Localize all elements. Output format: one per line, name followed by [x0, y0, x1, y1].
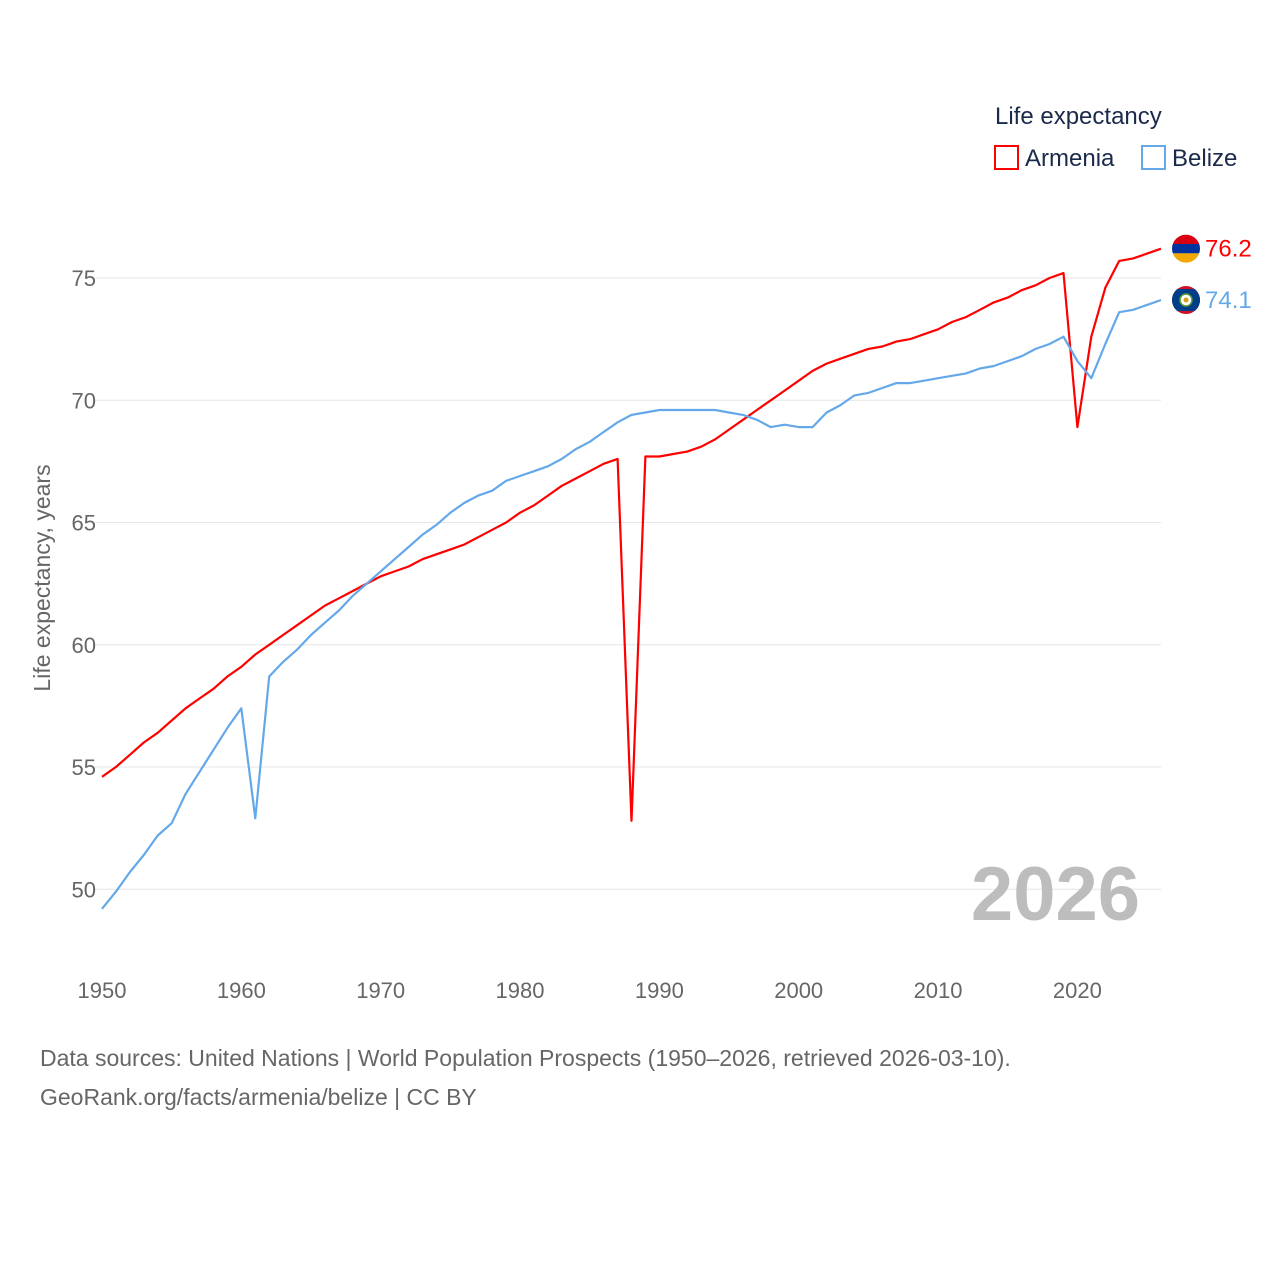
current-year-watermark: 2026: [971, 852, 1140, 937]
legend: Life expectancy Armenia Belize: [994, 103, 1237, 172]
x-axis-ticks: 1950 1960 1970 1980 1990 2000 2010 2020: [78, 978, 1102, 1003]
legend-label-belize: Belize: [1172, 145, 1237, 172]
y-tick-label: 75: [72, 266, 96, 291]
flag-belize-icon: [1172, 286, 1200, 315]
y-tick-label: 70: [72, 388, 96, 413]
end-value-label-belize: 74.1: [1205, 287, 1252, 314]
legend-item-armenia[interactable]: Armenia: [994, 145, 1115, 172]
x-tick-label: 1980: [496, 978, 545, 1003]
x-tick-label: 1950: [78, 978, 127, 1003]
y-tick-label: 50: [72, 877, 96, 902]
flag-armenia-icon: [1172, 234, 1200, 263]
x-tick-label: 2000: [774, 978, 823, 1003]
end-labels: 76.2 74.1: [1172, 234, 1252, 315]
y-tick-label: 60: [72, 633, 96, 658]
end-value-label-armenia: 76.2: [1205, 236, 1252, 263]
flag-emblem-center: [1183, 297, 1189, 303]
series-line-belize: [101, 298, 1162, 910]
gridlines: [95, 277, 1161, 890]
attribution-link[interactable]: GeoRank.org/facts/armenia/belize | CC BY: [40, 1084, 477, 1110]
y-axis-label: Life expectancy, years: [29, 464, 55, 691]
series-line-armenia: [101, 247, 1162, 822]
y-tick-label: 65: [72, 511, 96, 536]
legend-label-armenia: Armenia: [1025, 145, 1115, 172]
x-tick-label: 1960: [217, 978, 266, 1003]
flag-stripe-red: [1172, 234, 1200, 245]
legend-swatch-belize: [1141, 145, 1166, 170]
x-tick-label: 2020: [1053, 978, 1102, 1003]
flag-stripe-blue: [1172, 243, 1200, 254]
x-tick-label: 2010: [914, 978, 963, 1003]
legend-title: Life expectancy: [995, 103, 1162, 130]
legend-swatch-armenia: [994, 145, 1019, 170]
legend-item-belize[interactable]: Belize: [1141, 145, 1237, 172]
y-axis-ticks: 50 55 60 65 70 75: [72, 266, 96, 902]
y-tick-label: 55: [72, 755, 96, 780]
series-lines: [101, 247, 1162, 910]
flag-stripe-orange: [1172, 253, 1200, 263]
x-tick-label: 1990: [635, 978, 684, 1003]
data-source-text: Data sources: United Nations | World Pop…: [40, 1045, 1011, 1071]
x-tick-label: 1970: [356, 978, 405, 1003]
